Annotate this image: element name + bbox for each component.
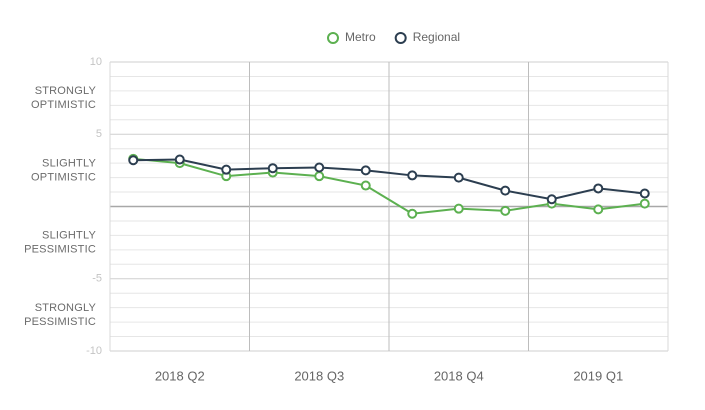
- point: [407, 208, 418, 219]
- point: [128, 155, 139, 166]
- point: [407, 170, 418, 181]
- legend-marker: [327, 32, 339, 44]
- zone-label: OPTIMISTIC: [31, 99, 96, 111]
- zone-label: STRONGLY: [35, 85, 97, 97]
- point: [314, 171, 325, 182]
- zone-label: OPTIMISTIC: [31, 171, 96, 183]
- legend-marker: [394, 32, 407, 44]
- zone-label: SLIGHTLY: [42, 230, 96, 242]
- x-group-label: 2018 Q2: [155, 368, 205, 383]
- point: [593, 183, 604, 194]
- point: [546, 194, 557, 205]
- zone-label: PESSIMISTIC: [24, 316, 96, 328]
- y-tick-label: 5: [96, 128, 102, 140]
- y-tick-label: 10: [90, 56, 102, 68]
- zone-label: SLIGHTLY: [42, 157, 96, 169]
- point: [500, 185, 511, 196]
- y-tick-label: -5: [92, 273, 102, 285]
- point: [639, 188, 650, 199]
- point: [453, 172, 464, 183]
- point: [593, 204, 604, 215]
- x-group-label: 2018 Q4: [434, 368, 484, 383]
- zone-label: STRONGLY: [35, 302, 97, 314]
- point: [174, 154, 185, 165]
- point: [360, 165, 371, 176]
- point: [360, 180, 371, 191]
- point: [221, 164, 232, 175]
- zone-label: PESSIMISTIC: [24, 244, 96, 256]
- x-group-label: 2019 Q1: [573, 368, 623, 383]
- y-tick-label: -10: [86, 345, 102, 357]
- point: [639, 198, 650, 209]
- point: [267, 163, 278, 174]
- legend-label: Metro: [345, 30, 376, 44]
- point: [314, 162, 325, 173]
- legend-label: Regional: [413, 30, 460, 44]
- point: [453, 203, 464, 214]
- series-line: [133, 157, 645, 215]
- series-line: [133, 158, 645, 201]
- point: [500, 205, 511, 216]
- x-group-label: 2018 Q3: [294, 368, 344, 383]
